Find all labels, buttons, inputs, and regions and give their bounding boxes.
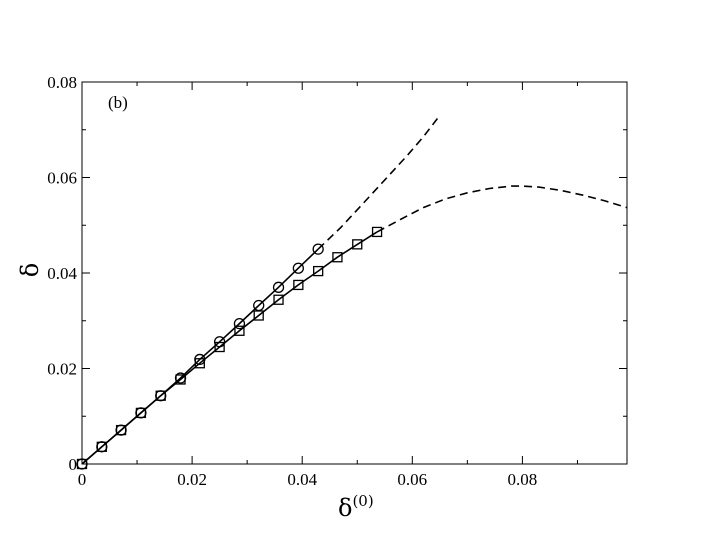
circle-marker <box>213 336 226 348</box>
square-marker <box>352 239 363 250</box>
x-axis-label: δ(0) <box>338 492 374 522</box>
solid-line-0 <box>81 248 319 465</box>
y-tick-label: 0.02 <box>47 360 77 379</box>
y-tick-label: 0.06 <box>47 169 77 188</box>
x-tick-label: 0.02 <box>177 470 207 489</box>
panel-label: (b) <box>108 93 128 112</box>
axis-tick-labels: 0 0.02 0.04 0.06 0.08 0 0.02 0.04 0.06 0.08 <box>47 73 537 489</box>
square-marker <box>135 407 147 419</box>
axis-ticks <box>81 81 627 465</box>
dashed-line-2 <box>317 114 441 250</box>
x-tick-label: 0.08 <box>508 470 538 489</box>
solid-line-1 <box>81 231 378 465</box>
series-lines <box>81 114 628 465</box>
square-marker <box>214 341 225 353</box>
square-marker <box>253 310 264 321</box>
x-tick-label: 0.06 <box>397 470 427 489</box>
x-tick-label: 0 <box>78 470 87 489</box>
y-axis-label: δ <box>16 263 44 277</box>
circle-marker <box>272 281 285 293</box>
square-marker <box>273 294 284 305</box>
square-marker <box>371 226 383 238</box>
circle-marker <box>312 243 324 255</box>
x-axis-label-base: δ <box>338 494 352 522</box>
circle-marker <box>233 317 246 330</box>
x-axis-label-superscript: (0) <box>352 492 373 510</box>
square-marker <box>332 252 343 263</box>
square-marker <box>293 279 304 291</box>
square-marker <box>234 325 245 336</box>
y-tick-label: 0.04 <box>47 264 77 283</box>
square-marker <box>76 458 88 470</box>
y-tick-label: 0 <box>69 455 78 474</box>
square-marker <box>115 424 127 436</box>
x-tick-label: 0.04 <box>287 470 317 489</box>
square-marker <box>194 358 205 369</box>
series-markers <box>76 226 383 470</box>
circle-marker <box>292 262 304 274</box>
square-marker <box>175 374 186 385</box>
plot-frame <box>81 81 628 465</box>
dashed-line-3 <box>376 185 628 233</box>
y-tick-label: 0.08 <box>47 73 77 92</box>
square-marker <box>96 441 107 452</box>
square-marker <box>313 265 324 277</box>
square-marker <box>155 390 166 401</box>
